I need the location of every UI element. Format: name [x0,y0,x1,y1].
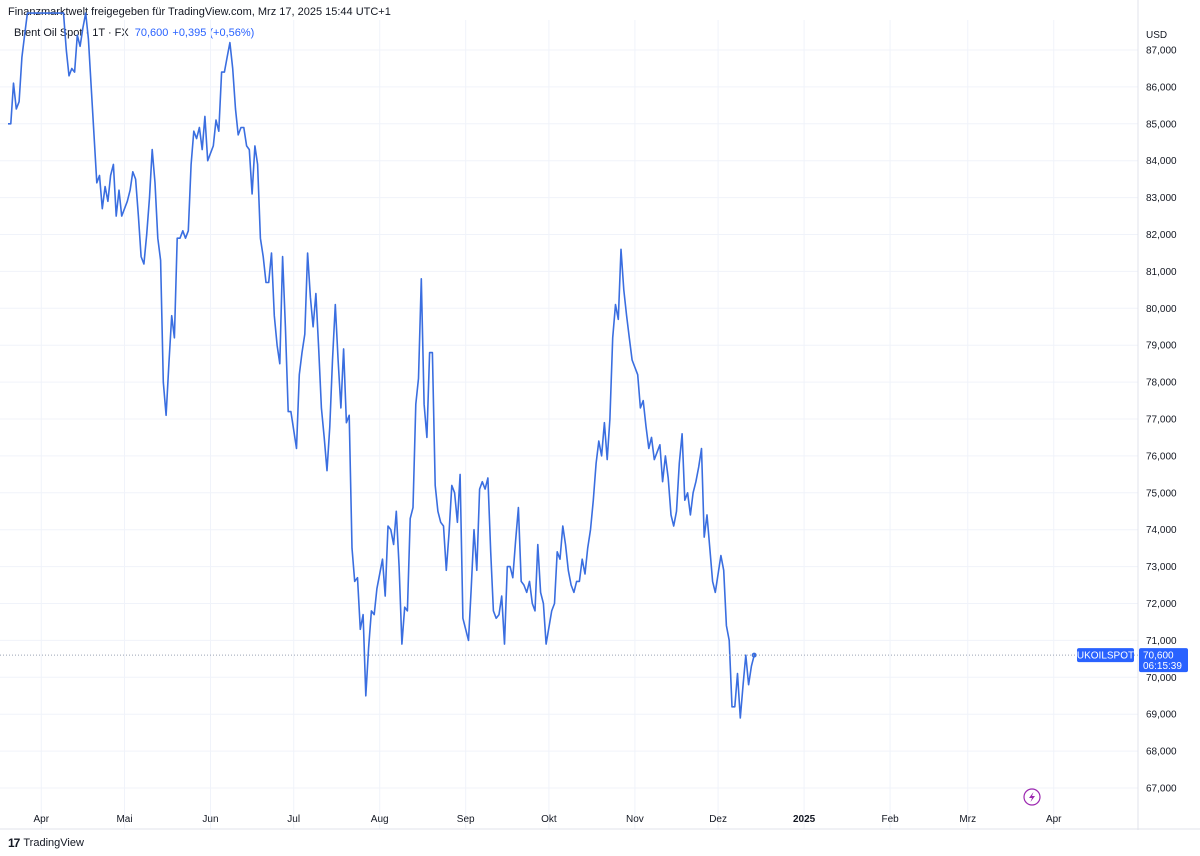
y-tick-label: 84,000 [1146,156,1177,167]
chart-attribution: Finanzmarktwelt freigegeben für TradingV… [8,6,391,18]
symbol-label: UKOILSPOT [1077,651,1134,662]
legend-symbol[interactable]: Brent Oil Spot · 1T · FX [14,27,129,39]
y-tick-label: 71,000 [1146,636,1177,647]
y-tick-label: 76,000 [1146,451,1177,462]
y-tick-label: 87,000 [1146,46,1177,57]
y-tick-label: 81,000 [1146,267,1177,278]
series-polyline [8,12,755,719]
y-tick-label: 85,000 [1146,119,1177,130]
x-tick-label: Okt [541,814,557,825]
x-tick-label: Feb [881,814,899,825]
y-axis: 67,000 68,000 69,000 70,000 71,000 72,000 73,0… [1146,46,1177,795]
x-tick-label: Jun [202,814,218,825]
lightning-icon[interactable] [1023,788,1041,806]
currency-label: USD [1146,30,1167,41]
series-line [8,12,757,719]
x-tick-label: Nov [626,814,644,825]
y-tick-label: 73,000 [1146,562,1177,573]
tradingview-logo-icon[interactable]: 17 [8,836,20,850]
legend-change: +0,395 (+0,56%) [172,27,255,39]
countdown-label: 06:15:39 [1143,661,1182,672]
y-tick-label: 75,000 [1146,488,1177,499]
y-tick-label: 82,000 [1146,230,1177,241]
y-tick-label: 80,000 [1146,304,1177,315]
last-point [751,652,757,658]
y-tick-label: 67,000 [1146,784,1177,795]
chart-grid [0,20,1138,829]
y-tick-label: 86,000 [1146,82,1177,93]
y-tick-label: 83,000 [1146,193,1177,204]
x-tick-label: Jul [287,814,300,825]
footer: 17 TradingView [8,836,84,850]
brand-name[interactable]: TradingView [23,837,84,849]
y-tick-label: 74,000 [1146,525,1177,536]
legend: Brent Oil Spot · 1T · FX 70,600 +0,395 (+0… [14,27,254,39]
price-label: 70,600 [1143,651,1174,662]
y-tick-label: 72,000 [1146,599,1177,610]
symbol-label-bg [1077,648,1134,663]
y-tick-label: 69,000 [1146,710,1177,721]
x-tick-label: Mrz [959,814,976,825]
y-tick-label: 78,000 [1146,378,1177,389]
x-axis: Apr Mai Jun Jul Aug Sep Okt Nov Dez 2025 Feb Mrz Apr [34,814,1063,825]
y-tick-label: 70,000 [1146,673,1177,684]
x-tick-label: Apr [34,814,50,825]
y-tick-label: 68,000 [1146,747,1177,758]
y-tick-label: 77,000 [1146,415,1177,426]
x-tick-label: Dez [709,814,727,825]
y-tick-label: 79,000 [1146,341,1177,352]
price-label-bg [1139,648,1188,673]
x-tick-label: Apr [1046,814,1062,825]
x-tick-label: Mai [116,814,132,825]
legend-value: 70,600 [134,27,169,39]
x-tick-label: Aug [371,814,389,825]
x-tick-label: 2025 [793,814,816,825]
x-tick-label: Sep [457,814,475,825]
